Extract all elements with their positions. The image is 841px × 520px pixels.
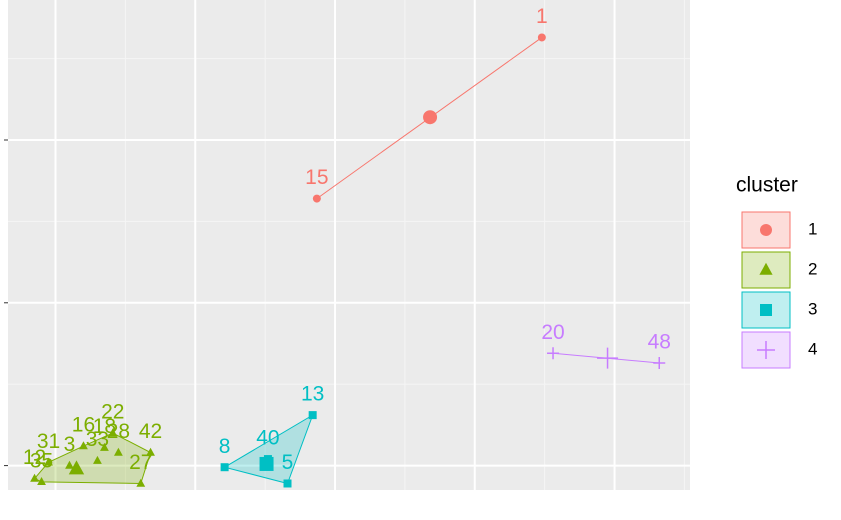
point-label: 8 <box>219 435 231 458</box>
point-label: 40 <box>256 427 279 450</box>
legend-symbol <box>759 262 773 275</box>
point-label: 13 <box>301 383 324 406</box>
point <box>108 428 118 437</box>
point-label: 16 <box>72 414 95 437</box>
point <box>537 33 546 42</box>
point-label: 1 <box>536 5 548 28</box>
point <box>44 457 53 466</box>
point <box>136 478 146 487</box>
point <box>283 479 292 488</box>
point <box>93 455 102 464</box>
legend-label: 4 <box>808 339 817 358</box>
center <box>423 110 438 125</box>
point-label: 20 <box>541 321 564 344</box>
point-label: 31 <box>37 430 60 453</box>
point <box>37 477 46 486</box>
point-label: 33 <box>86 428 109 451</box>
point <box>100 442 109 451</box>
point <box>312 194 321 203</box>
hull <box>223 413 314 485</box>
center <box>597 347 619 369</box>
point-label: 48 <box>648 331 671 354</box>
point-label: 12 <box>23 446 46 469</box>
point-label: 18 <box>93 415 116 438</box>
point <box>308 411 317 420</box>
point-label: 28 <box>107 420 130 443</box>
point <box>30 473 39 482</box>
point-label: 27 <box>129 451 152 474</box>
point-label: 42 <box>139 420 162 443</box>
legend-symbol <box>757 341 775 359</box>
point <box>653 357 666 370</box>
point-label: 15 <box>305 166 328 189</box>
legend-title: cluster <box>736 174 798 197</box>
point <box>547 347 560 360</box>
legend-symbol <box>760 304 772 316</box>
legend-label: 1 <box>808 219 817 238</box>
point <box>65 460 74 469</box>
point-label: 35 <box>30 449 53 472</box>
point-label: 3 <box>64 433 76 456</box>
legend-label: 3 <box>808 299 817 318</box>
legend-label: 2 <box>808 259 817 278</box>
point <box>79 441 88 450</box>
point <box>114 447 123 456</box>
panel <box>8 0 690 490</box>
point-label: 22 <box>101 401 124 424</box>
point <box>146 447 155 456</box>
center <box>68 460 85 475</box>
hull <box>33 432 152 484</box>
point <box>220 463 229 472</box>
legend-symbol <box>760 224 772 236</box>
point-label: 5 <box>282 451 294 474</box>
center <box>259 456 274 471</box>
